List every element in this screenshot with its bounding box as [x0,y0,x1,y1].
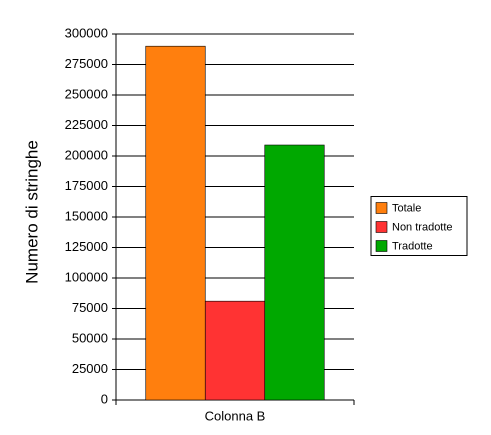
x-tick-label: Colonna B [205,408,266,423]
legend-swatch [375,202,388,214]
y-tick-label: 100000 [65,269,108,284]
y-tick-label: 250000 [65,86,108,101]
bar [145,45,206,401]
y-tick-label: 50000 [72,330,108,345]
y-axis-label: Numero di stringhe [22,140,41,284]
bar [264,144,325,401]
y-tick-label: 275000 [65,56,108,71]
bar [204,300,266,401]
y-tick-label: 0 [101,391,108,406]
legend-label: Tradotte [392,240,433,252]
legend-label: Totale [392,202,421,214]
y-tick-label: 175000 [65,178,108,193]
y-tick-label: 150000 [65,208,108,223]
y-tick-label: 25000 [72,361,108,376]
y-tick-label: 300000 [65,25,108,40]
y-tick-label: 75000 [72,300,108,315]
y-tick-label: 125000 [65,239,108,254]
y-tick-label: 225000 [65,117,108,132]
legend-label: Non tradotte [392,221,453,233]
y-tick-label: 200000 [65,147,108,162]
legend-swatch [375,221,388,233]
legend-swatch [375,240,388,252]
